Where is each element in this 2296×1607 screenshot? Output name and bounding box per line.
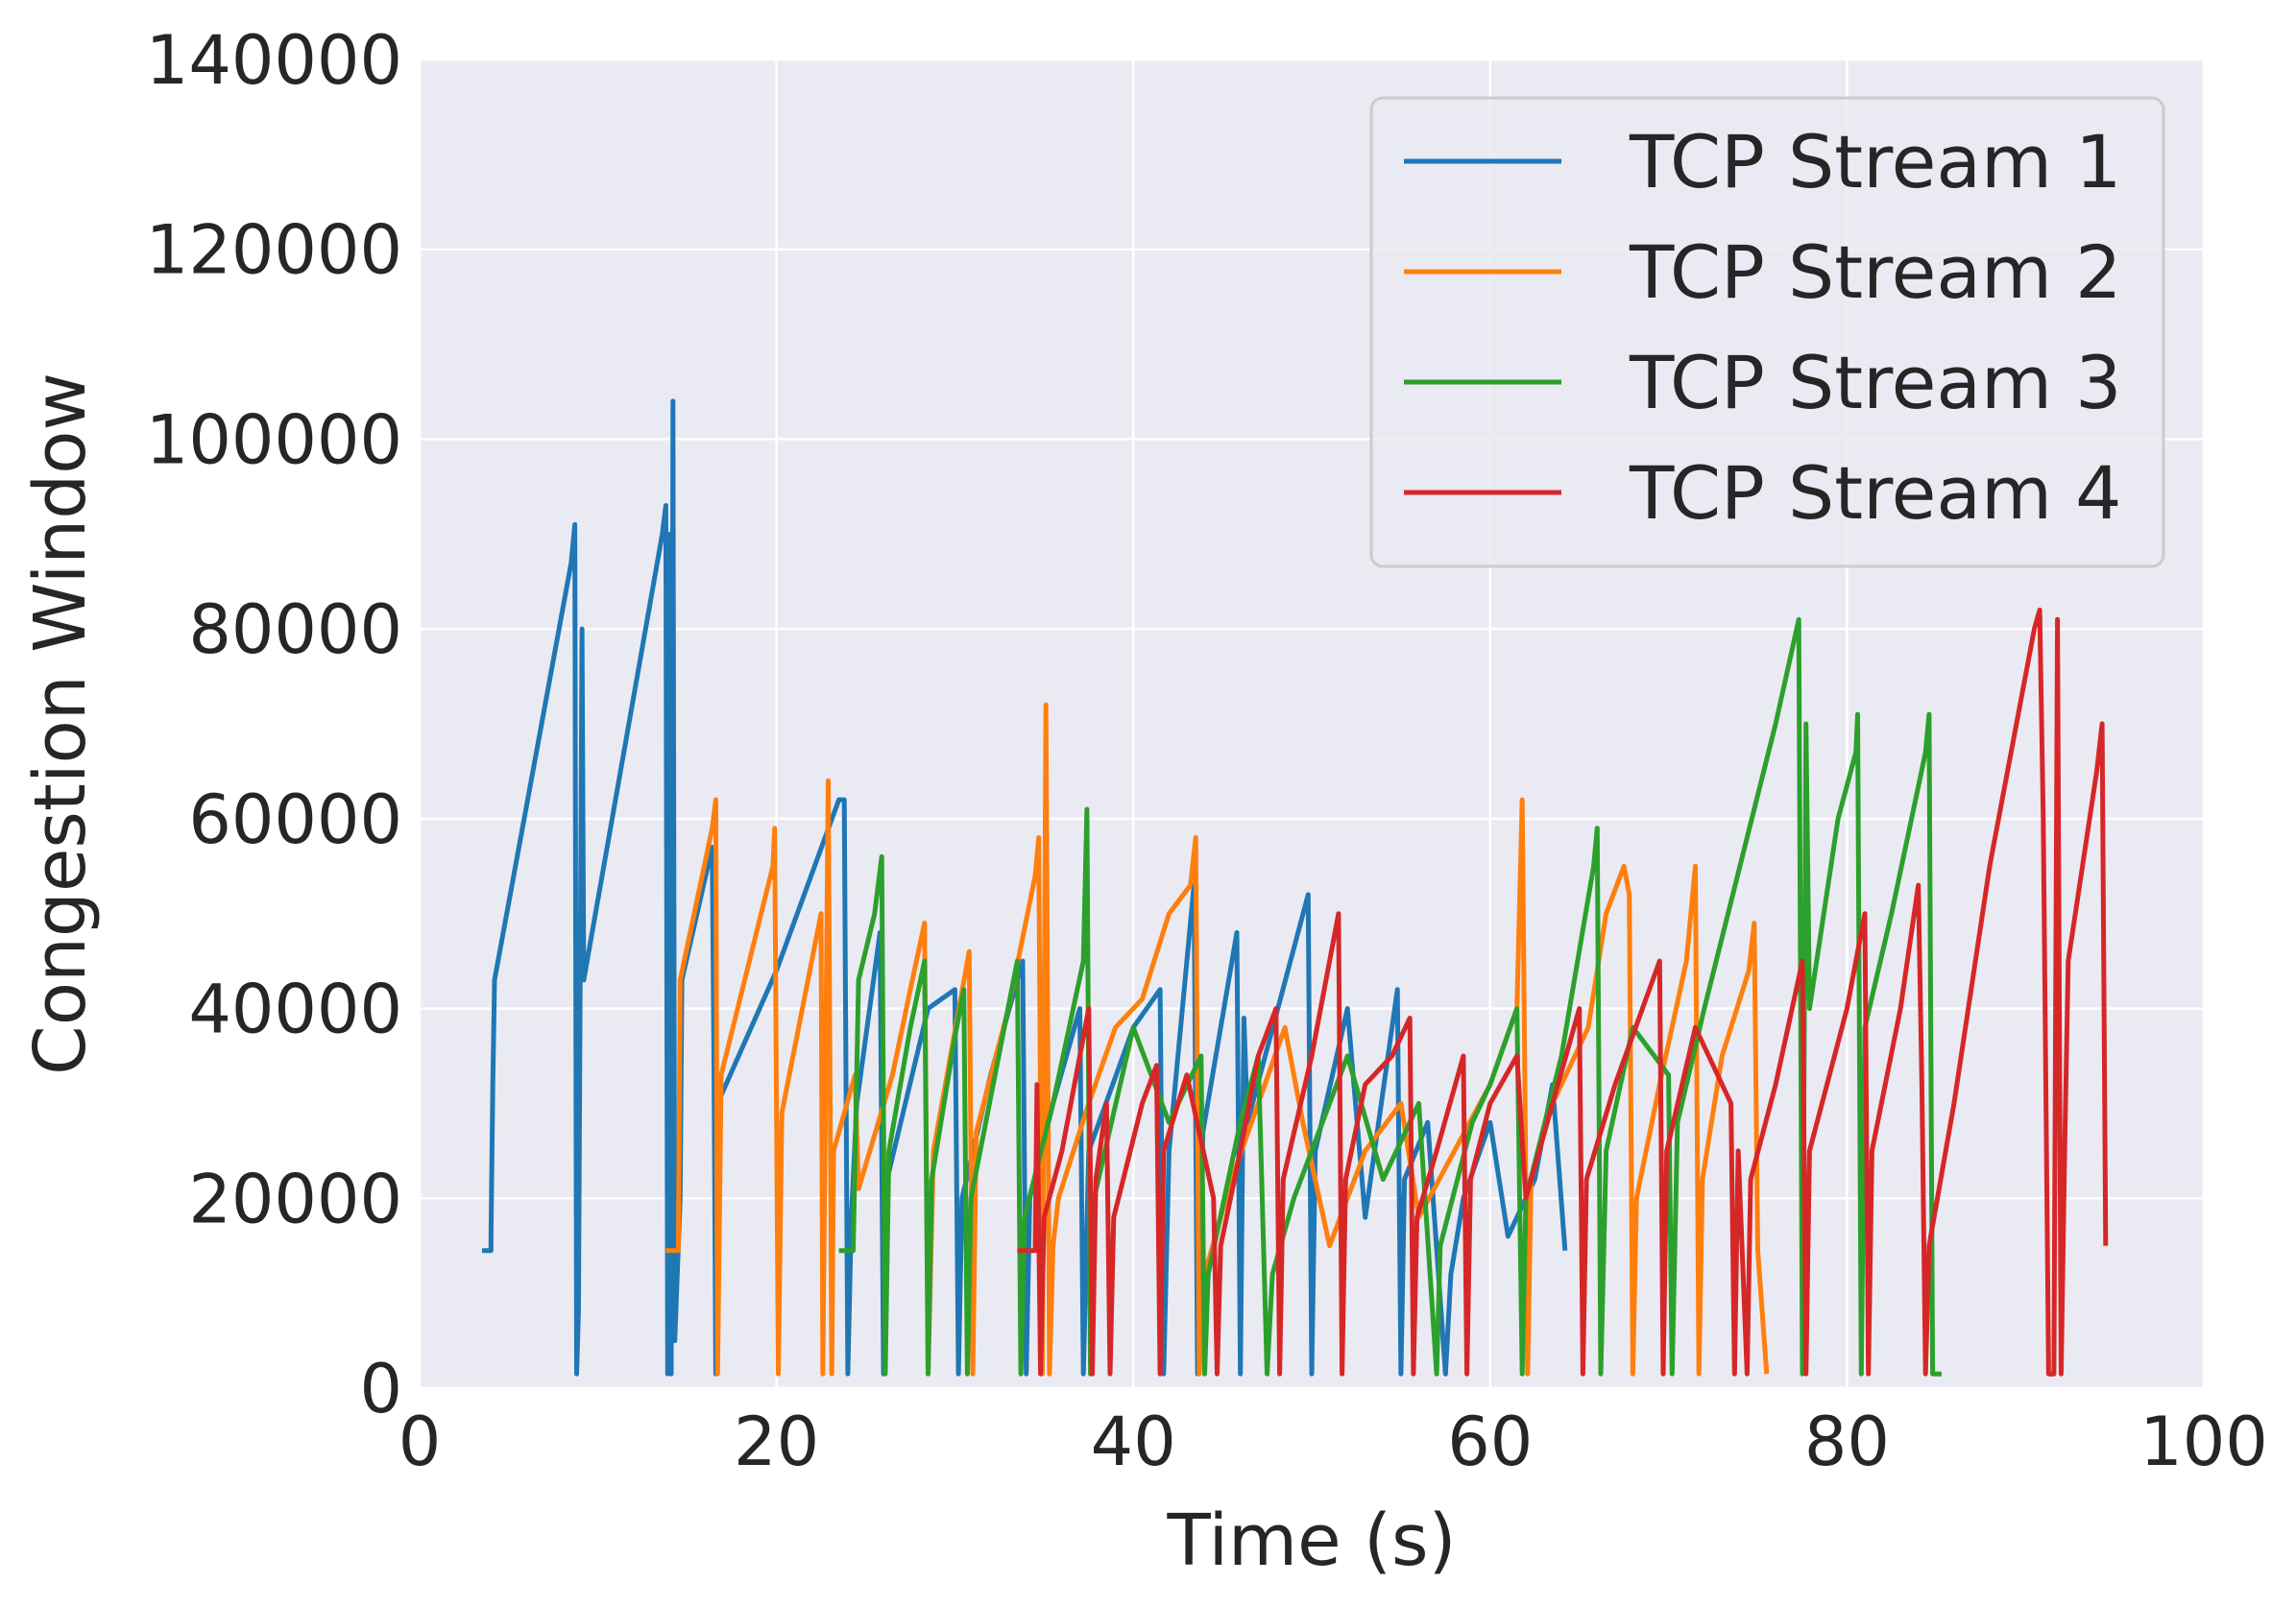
x-tick-label: 80: [1804, 1403, 1890, 1481]
legend-box: [1369, 96, 2165, 568]
legend-label: TCP Stream 2: [1629, 229, 2122, 315]
x-tick-label: 0: [399, 1403, 442, 1481]
x-axis-label: Time (s): [1167, 1499, 1457, 1582]
x-tick-label: 100: [2139, 1403, 2268, 1481]
y-tick-label: 0: [359, 1350, 402, 1428]
series-line-4: [1017, 607, 2109, 1377]
legend-label: TCP Stream 1: [1629, 119, 2122, 204]
legend: TCP Stream 1 TCP Stream 2 TCP Stream 3 TCP …: [1369, 96, 2165, 568]
y-axis-label: Congestion Window: [19, 372, 102, 1075]
series-layer: [482, 398, 2109, 1377]
y-tick-label: 40000: [188, 971, 402, 1049]
x-tick-label: 40: [1091, 1403, 1176, 1481]
y-tick-label: 140000: [146, 21, 402, 100]
series-line-1: [482, 398, 1568, 1377]
x-tick-label: 60: [1447, 1403, 1533, 1481]
x-tick-label: 20: [734, 1403, 819, 1481]
y-axis-ticks: 0 20000 40000 60000 80000 100000 120000 140000: [146, 21, 402, 1428]
x-axis-ticks: 0 20 40 60 80 100: [399, 1403, 2268, 1481]
legend-label: TCP Stream 3: [1629, 340, 2122, 425]
y-tick-label: 80000: [188, 590, 402, 669]
y-tick-label: 100000: [146, 400, 402, 479]
legend-label: TCP Stream 4: [1629, 450, 2122, 536]
series-line-2: [665, 702, 1770, 1377]
y-tick-label: 120000: [146, 211, 402, 290]
y-tick-label: 60000: [188, 780, 402, 859]
y-tick-label: 20000: [188, 1160, 402, 1238]
